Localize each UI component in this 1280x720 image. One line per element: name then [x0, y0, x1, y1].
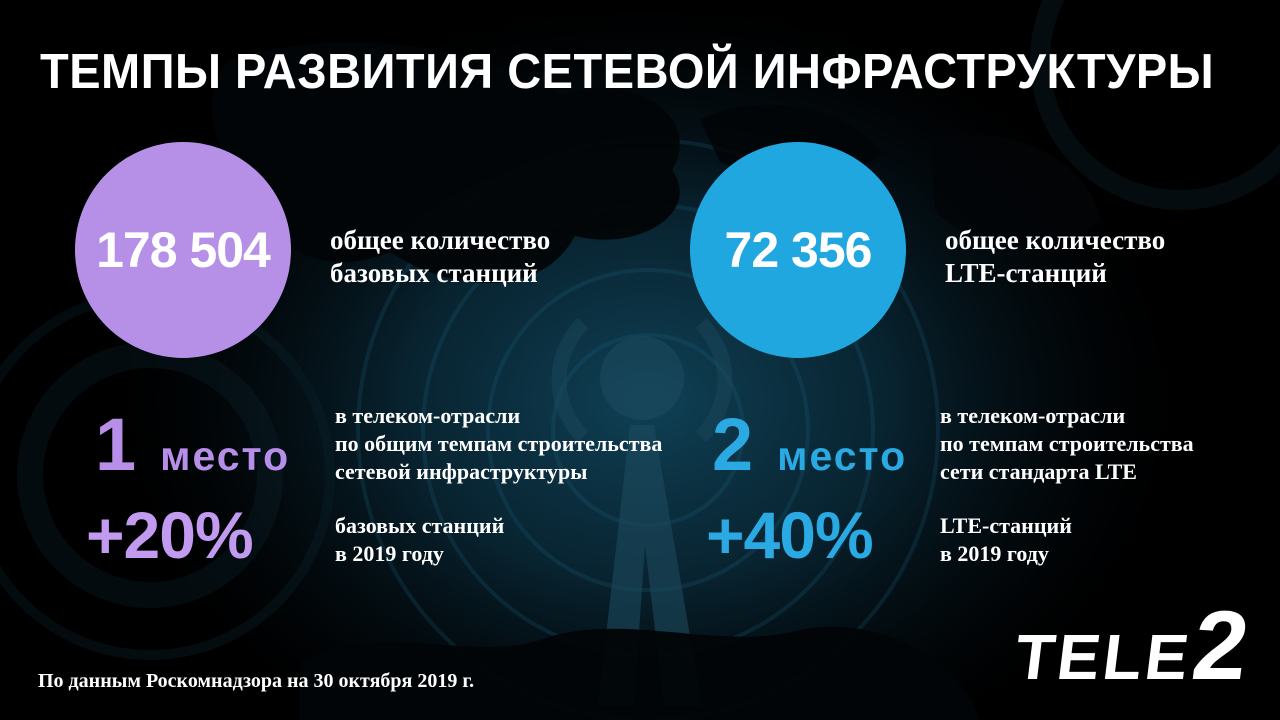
rank-value: 2: [712, 403, 754, 486]
rank-caption-lte-stations: в телеком-отрасли по темпам строительств…: [940, 403, 1194, 484]
rank-base-stations: 1 место: [95, 408, 290, 482]
source-note: По данным Роскомнадзора на 30 октября 20…: [38, 670, 475, 692]
rank-label: место: [777, 433, 908, 479]
stat-circle-lte-stations: 72 356: [690, 142, 906, 358]
tele2-logo: TELE 2: [1011, 590, 1255, 700]
rank-label: место: [160, 433, 291, 479]
rank-value: 1: [95, 403, 137, 486]
growth-value-base-stations: +20%: [86, 498, 254, 572]
rank-caption-base-stations: в телеком-отрасли по общим темпам строит…: [335, 403, 663, 484]
growth-caption-base-stations: базовых станций в 2019 году: [335, 513, 505, 566]
stat-circle-value: 72 356: [724, 222, 873, 278]
stat-circle-base-stations: 178 504: [75, 142, 291, 358]
rank-lte-stations: 2 место: [712, 408, 907, 482]
growth-value-lte-stations: +40%: [706, 498, 874, 572]
page-title: ТЕМПЫ РАЗВИТИЯ СЕТЕВОЙ ИНФРАСТРУКТУРЫ: [40, 43, 1215, 99]
growth-caption-lte-stations: LTE-станций в 2019 году: [940, 513, 1072, 566]
tele2-logo-text: TELE: [1011, 621, 1196, 693]
stat-circle-caption-base-stations: общее количество базовых станций: [330, 225, 551, 288]
stat-circle-value: 178 504: [96, 222, 271, 278]
stat-circle-caption-lte-stations: общее количество LTE-станций: [945, 225, 1166, 288]
